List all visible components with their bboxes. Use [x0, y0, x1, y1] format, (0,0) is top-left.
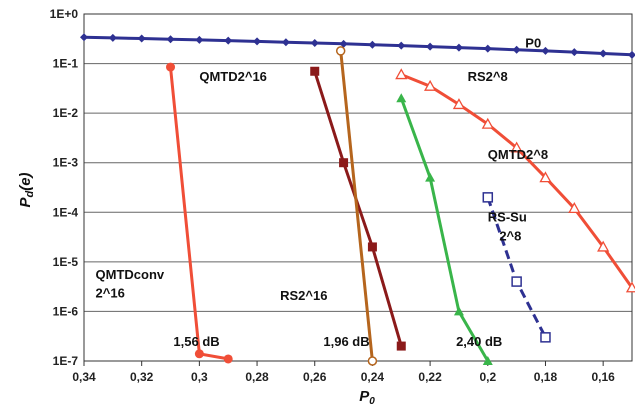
data-point-rs2-8	[395, 68, 408, 80]
y-tick-label: 1E-5	[53, 255, 79, 269]
annotation-label: P0	[525, 36, 541, 51]
data-point-qmtd2-8	[396, 93, 407, 103]
annotation-label: RS2^16	[280, 288, 327, 303]
data-point-p0	[137, 34, 146, 43]
data-point-qmtd2-16	[396, 341, 406, 351]
data-point-qmtd2-8	[482, 356, 493, 365]
data-point-p0	[512, 45, 521, 54]
data-point-p0	[224, 36, 233, 45]
data-point-qmtd2-16	[310, 66, 320, 76]
x-tick-label: 0,18	[534, 370, 558, 384]
series-rs2-8	[395, 68, 635, 293]
series-rs-su-2-8	[482, 192, 551, 343]
annotation-label: 1,96 dB	[323, 334, 369, 349]
data-point-rs2-16	[335, 46, 346, 56]
x-tick-label: 0,32	[130, 370, 154, 384]
data-point-qmtdconv-2-16	[194, 349, 204, 359]
data-point-p0	[483, 44, 492, 53]
x-tick-label: 0,3	[191, 370, 208, 384]
x-tick-label: 0,2	[479, 370, 496, 384]
annotation-label: 2,40 dB	[456, 334, 502, 349]
data-point-p0	[253, 37, 262, 46]
data-point-qmtd2-16	[367, 242, 377, 252]
x-tick-label: 0,24	[361, 370, 385, 384]
y-tick-label: 1E-6	[53, 304, 79, 318]
data-point-rs-su-2-8	[482, 192, 494, 203]
data-point-rs2-16	[367, 356, 378, 366]
data-point-rs2-8	[452, 98, 466, 110]
annotation-label: QMTD2^8	[488, 147, 548, 162]
series-line-qmtd2-8	[399, 97, 490, 362]
data-point-qmtdconv-2-16	[166, 62, 176, 72]
series-qmtd2-16	[310, 66, 406, 351]
annotation-label: 2^16	[96, 286, 125, 301]
data-point-p0	[80, 33, 88, 42]
data-point-rs-su-2-8	[511, 276, 522, 287]
y-tick-label: 1E-7	[53, 354, 79, 368]
data-point-p0	[166, 35, 175, 44]
data-point-p0	[599, 49, 608, 58]
x-tick-label: 0,34	[72, 370, 96, 384]
data-point-p0	[426, 42, 435, 51]
data-point-qmtdconv-2-16	[223, 354, 233, 364]
y-axis-label: Pd(e)	[17, 172, 36, 207]
series-line-qmtdconv-2-16	[169, 66, 229, 361]
data-point-qmtd2-8	[453, 306, 464, 316]
y-axis: 1E+0 1E-1 1E-2 1E-3 1E-4 1E-5 1E-6 1E-7	[50, 7, 79, 368]
y-tick-label: 1E-3	[53, 156, 79, 170]
series-qmtdconv-2-16	[166, 62, 233, 364]
series-line-qmtd2-16	[313, 70, 403, 347]
series-layer	[80, 33, 635, 366]
data-point-p0	[570, 48, 579, 57]
data-point-p0	[310, 39, 319, 48]
series-qmtd2-8	[396, 93, 493, 365]
y-tick-label: 1E-2	[53, 106, 79, 120]
x-tick-label: 0,28	[245, 370, 269, 384]
data-point-rs2-8	[510, 141, 523, 153]
series-line-rs2-8	[400, 73, 634, 289]
x-axis-label: P0	[359, 388, 375, 405]
series-rs2-16	[335, 46, 378, 366]
data-point-p0	[454, 43, 463, 52]
annotations: P0 QMTD2^16 RS2^8 QMTD2^8 RS-Su 2^8 QMTDconv 2^…	[96, 36, 549, 349]
x-tick-label: 0,16	[591, 370, 615, 384]
annotation-label: RS2^8	[468, 69, 508, 84]
data-point-p0	[397, 41, 406, 50]
series-p0	[80, 33, 635, 59]
x-axis: 0,34 0,32 0,3 0,28 0,26 0,24 0,22 0,2 0,18 0,16	[72, 361, 615, 384]
data-point-p0	[628, 50, 635, 59]
annotation-label: QMTD2^16	[199, 69, 267, 84]
data-point-qmtd2-16	[339, 158, 349, 168]
data-point-p0	[541, 46, 550, 55]
data-point-rs2-8	[481, 117, 494, 129]
series-line-p0	[83, 35, 633, 57]
annotation-label: RS-Su	[488, 210, 527, 225]
series-line-rs2-16	[339, 50, 374, 362]
y-tick-label: 1E-1	[53, 57, 79, 71]
annotation-label: 1,56 dB	[173, 334, 219, 349]
data-point-rs2-8	[597, 240, 610, 252]
annotation-label: QMTDconv	[96, 267, 165, 282]
x-tick-label: 0,22	[418, 370, 442, 384]
data-point-rs-su-2-8	[540, 332, 551, 343]
x-tick-label: 0,26	[303, 370, 327, 384]
y-tick-label: 1E+0	[50, 7, 79, 21]
data-point-rs2-8	[424, 79, 437, 91]
data-point-p0	[195, 35, 204, 44]
data-point-p0	[108, 33, 117, 42]
plot-frame	[83, 13, 633, 362]
data-point-p0	[368, 40, 377, 49]
annotation-label: 2^8	[499, 228, 521, 243]
y-tick-label: 1E-4	[53, 205, 79, 219]
data-point-qmtd2-8	[425, 172, 436, 182]
data-point-rs2-8	[568, 202, 581, 214]
data-point-p0	[339, 39, 348, 48]
data-point-rs2-8	[539, 171, 552, 183]
data-point-p0	[281, 38, 290, 47]
